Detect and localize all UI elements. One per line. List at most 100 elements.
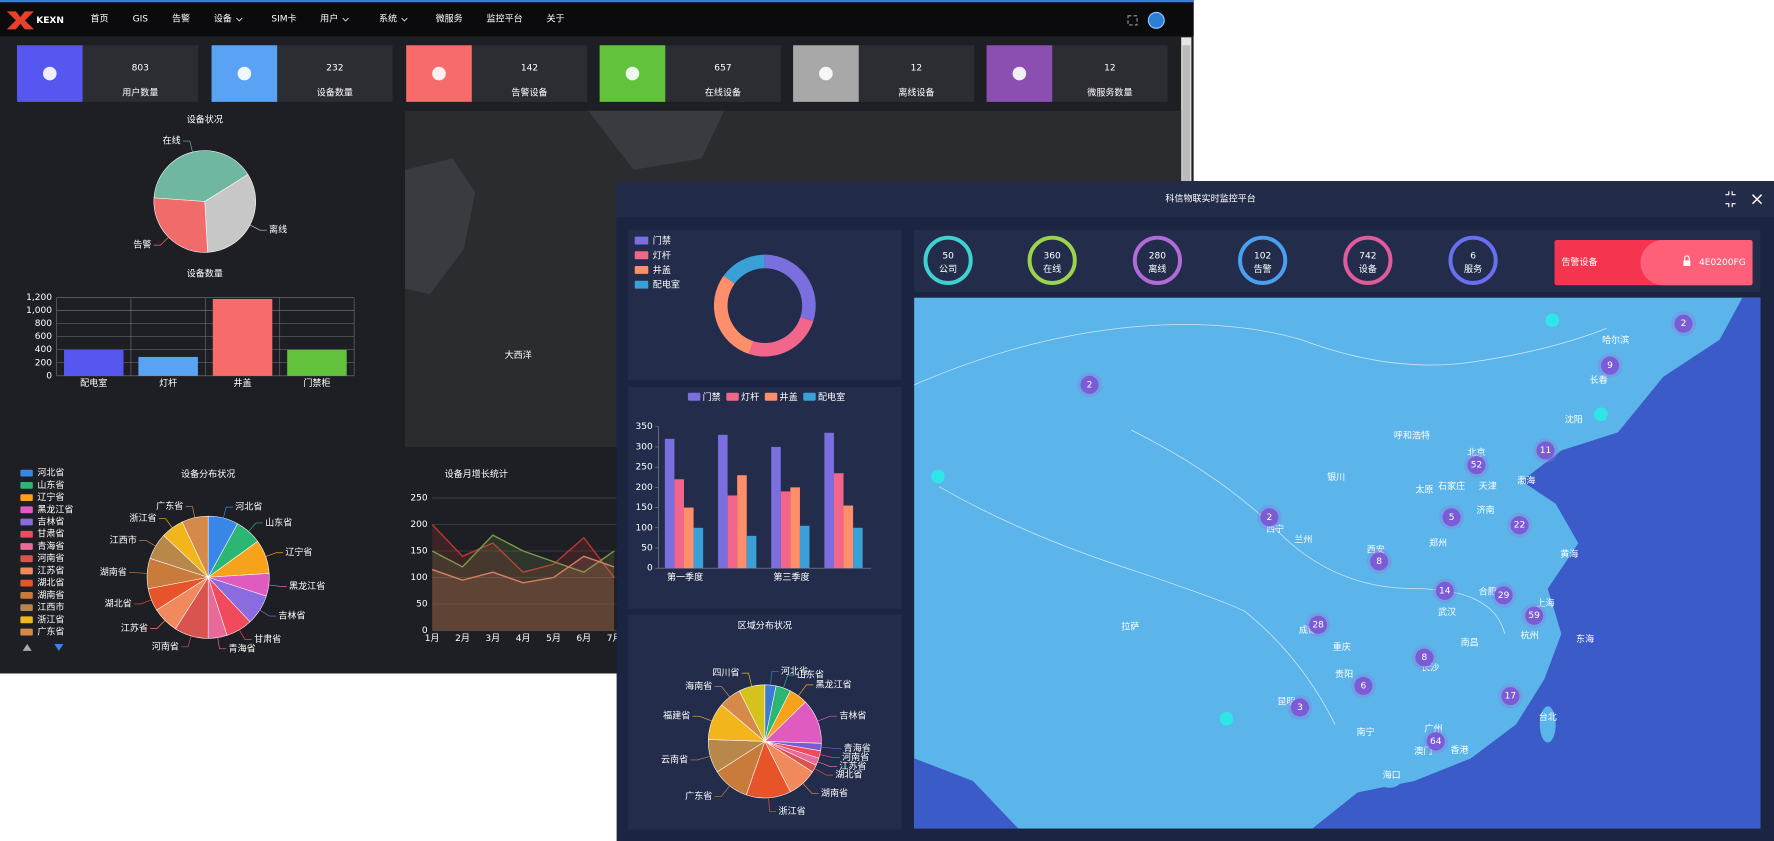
bar [790,487,800,569]
logo-icon [6,11,34,30]
cluster[interactable] [1674,314,1693,333]
x-tick-label: 5月 [546,633,561,644]
leader-line [741,672,753,687]
nav-item[interactable]: 系统 [379,13,397,25]
x-tick-label: 井盖 [233,377,251,389]
x-tick-label: 第一季度 [667,571,703,583]
nav-item[interactable]: 首页 [91,13,109,25]
ring-value: 6 [1470,251,1476,261]
cluster[interactable] [1260,508,1279,527]
nav-item[interactable]: 监控平台 [487,13,523,25]
slice-label: 江苏省 [839,760,866,772]
cluster[interactable] [1415,648,1434,667]
leader-line [692,715,713,722]
stat-icon [42,66,57,81]
donut-segment [723,254,765,284]
ring [1448,235,1498,285]
ring-label: 公司 [939,264,957,275]
legend-swatch [20,555,33,563]
leader-line [183,140,193,153]
leader-line [238,629,252,640]
leader-line [129,572,148,574]
cluster[interactable] [1600,356,1620,375]
city-label: 长春 [1590,374,1608,386]
x-tick-label: 配电室 [80,377,107,389]
stat-label: 离线设备 [898,86,934,98]
cluster-count: 3 [1297,703,1303,713]
scroll-thumb [1182,45,1191,182]
cluster[interactable] [1080,375,1099,394]
bar [824,432,834,569]
slice-label: 湖南省 [100,566,127,578]
nav-item[interactable]: 告警 [172,13,190,25]
ring-value: 742 [1359,251,1376,261]
cluster[interactable] [1536,441,1555,460]
legend-label: 吉林省 [37,516,64,528]
nav-item[interactable]: 关于 [546,13,564,25]
device-dot[interactable] [1545,313,1560,328]
nav-item[interactable]: SIM卡 [271,13,296,25]
legend-label: 河北省 [37,467,64,479]
cluster[interactable] [1309,615,1328,634]
y-tick-label: 400 [35,345,53,355]
fullscreen-button[interactable] [1725,191,1736,208]
pie-slice [181,515,209,578]
cluster[interactable] [1501,687,1520,706]
cluster-count: 11 [1540,446,1552,456]
nav-item[interactable]: 用户 [320,13,338,25]
cluster[interactable] [1435,581,1454,600]
ring-label: 离线 [1148,263,1166,275]
nav-item[interactable]: 设备 [214,13,232,25]
ring [923,235,973,285]
bar [771,446,781,569]
x-tick-label: 3月 [485,633,500,644]
slice-label: 山东省 [265,516,292,528]
cluster[interactable] [1494,586,1513,605]
cluster[interactable] [1442,508,1461,527]
ring-value: 50 [942,251,954,261]
y-tick-label: 150 [410,547,428,557]
ring-label: 设备 [1359,263,1377,275]
slice-label: 甘肃省 [254,633,281,645]
nav-chevron [236,17,243,22]
leader-line [798,684,814,697]
close-button[interactable] [1752,194,1763,205]
stat-value: 12 [1104,63,1116,73]
device-dot[interactable] [1219,711,1234,726]
leader-line [817,715,838,722]
cluster[interactable] [1426,732,1445,751]
y-tick-label: 250 [410,494,428,504]
legend-label: 井盖 [653,264,671,276]
alert-highlight [1640,239,1753,286]
cluster[interactable] [1525,606,1544,625]
nav-item[interactable]: GIS [133,15,149,25]
device-dot[interactable] [1594,407,1608,422]
leader-line [819,754,840,759]
nav-item[interactable]: 微服务 [436,13,463,25]
y-tick-label: 800 [35,319,53,329]
ring [1027,235,1077,285]
user-avatar[interactable] [1147,11,1165,29]
cluster[interactable] [1467,456,1486,475]
monitor-title: 科信物联实时监控平台 [1165,193,1255,205]
x-tick-label: 4月 [516,633,531,644]
cluster[interactable] [1510,516,1529,535]
bar [64,349,124,376]
stat-icon [625,66,640,81]
cluster[interactable] [1370,552,1389,571]
city-label: 太原 [1415,484,1433,496]
legend-swatch [20,481,33,489]
bar [718,434,728,569]
bar [853,527,863,569]
stat-value: 232 [326,63,343,73]
device-dot[interactable] [931,469,945,484]
cluster[interactable] [1354,676,1373,695]
expand-icon [1127,15,1138,26]
leader-line [817,761,838,767]
cluster[interactable] [1290,698,1310,717]
city-label: 济南 [1476,504,1494,516]
city-label: 拉萨 [1121,621,1139,633]
y-tick-label: 150 [636,503,654,513]
sea-label: 黄海 [1560,548,1578,560]
y-tick-label: 200 [410,520,428,530]
